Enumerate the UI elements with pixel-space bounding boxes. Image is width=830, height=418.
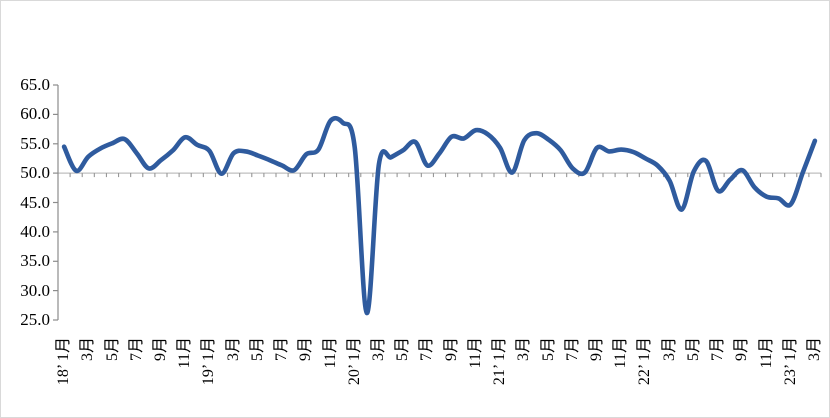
x-axis-tick-label: 23’ 1月 [781, 337, 799, 386]
x-axis-tick-label: 7月 [418, 337, 436, 362]
x-axis-tick-label: 20’ 1月 [345, 337, 363, 386]
x-axis-tick-label: 21’ 1月 [491, 337, 509, 386]
x-axis-tick-label: 18’ 1月 [55, 337, 73, 386]
x-axis-tick-label: 3月 [515, 337, 533, 362]
x-axis-tick-label: 3月 [369, 337, 387, 362]
x-axis-tick-label: 5月 [539, 337, 557, 362]
x-axis-tick-label: 11月 [321, 337, 339, 369]
y-axis-tick-label: 50.0 [20, 163, 50, 183]
x-axis-tick-label: 11月 [176, 337, 194, 369]
data-line-series [61, 115, 818, 316]
x-axis-tick-label: 5月 [394, 337, 412, 362]
x-axis-tick-label: 11月 [757, 337, 775, 369]
x-axis-tick-label: 3月 [805, 337, 823, 362]
y-axis-tick-label: 55.0 [20, 133, 50, 153]
y-axis-tick-label: 35.0 [20, 251, 50, 271]
x-axis-tick-label: 11月 [612, 337, 630, 369]
x-axis-tick-label: 5月 [248, 337, 266, 362]
y-axis-tick-label: 40.0 [20, 221, 50, 241]
x-axis-tick-label: 3月 [660, 337, 678, 362]
x-axis-tick-label: 7月 [127, 337, 145, 362]
x-axis-tick-label: 5月 [684, 337, 702, 362]
x-axis-tick-label: 9月 [587, 337, 605, 362]
y-axis-tick-label: 60.0 [20, 104, 50, 124]
x-axis-tick-label: 5月 [103, 337, 121, 362]
x-axis-tick-label: 22’ 1月 [636, 337, 654, 386]
x-axis-tick-label: 3月 [79, 337, 97, 362]
x-axis-tick-label: 9月 [297, 337, 315, 362]
x-axis-tick-label: 7月 [563, 337, 581, 362]
x-axis-tick-label: 9月 [733, 337, 751, 362]
x-axis-tick-label: 3月 [224, 337, 242, 362]
x-axis-tick-label: 7月 [709, 337, 727, 362]
x-axis-tick-label: 9月 [151, 337, 169, 362]
x-axis-tick-label: 7月 [273, 337, 291, 362]
y-axis-tick-label: 25.0 [20, 310, 50, 329]
x-axis-tick-label: 11月 [466, 337, 484, 369]
x-axis-tick-label: 9月 [442, 337, 460, 362]
y-axis-tick-label: 45.0 [20, 192, 50, 212]
x-axis-tick-label: 19’ 1月 [200, 337, 218, 386]
y-axis-tick-label: 65.0 [20, 75, 50, 94]
y-axis-tick-label: 30.0 [20, 280, 50, 300]
